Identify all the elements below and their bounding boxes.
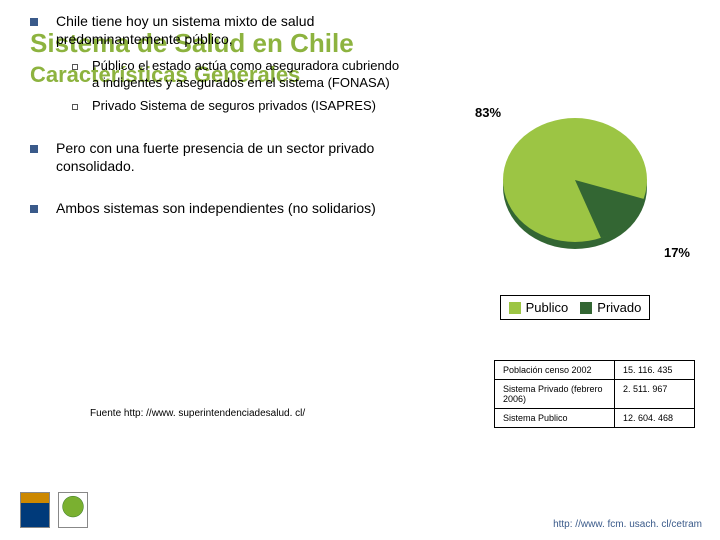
bullet-item: Chile tiene hoy un sistema mixto de salu… — [30, 12, 400, 48]
footer-logos — [20, 492, 88, 528]
table-cell: 12. 604. 468 — [615, 409, 695, 428]
bullet-item: Ambos sistemas son independientes (no so… — [30, 199, 400, 217]
table-row: Sistema Privado (febrero 2006) 2. 511. 9… — [495, 380, 695, 409]
sub-item: Público el estado actúa como aseguradora… — [72, 58, 400, 92]
source-text: Fuente http: //www. superintendenciadesa… — [90, 408, 305, 419]
sub-bullet-icon — [72, 64, 78, 70]
table-cell: Sistema Privado (febrero 2006) — [495, 380, 615, 409]
legend-item-publico: Publico — [509, 300, 569, 315]
legend-label: Publico — [526, 300, 569, 315]
bullet-text: Ambos sistemas son independientes (no so… — [56, 199, 376, 217]
table-cell: Sistema Publico — [495, 409, 615, 428]
bullet-icon — [30, 205, 38, 213]
sub-list: Público el estado actúa como aseguradora… — [72, 58, 400, 115]
bullet-item: Pero con una fuerte presencia de un sect… — [30, 139, 400, 175]
bullet-text: Chile tiene hoy un sistema mixto de salu… — [56, 12, 400, 48]
sub-bullet-icon — [72, 104, 78, 110]
table-row: Sistema Publico 12. 604. 468 — [495, 409, 695, 428]
bullet-icon — [30, 18, 38, 26]
pie-chart: 83% 17% Publico Privado — [460, 95, 690, 320]
table-row: Población censo 2002 15. 116. 435 — [495, 361, 695, 380]
sub-item: Privado Sistema de seguros privados (ISA… — [72, 98, 400, 115]
footer-url: http: //www. fcm. usach. cl/cetram — [553, 519, 702, 530]
table-cell: 15. 116. 435 — [615, 361, 695, 380]
sub-text: Privado Sistema de seguros privados (ISA… — [92, 98, 376, 115]
table-cell: Población censo 2002 — [495, 361, 615, 380]
bullet-text: Pero con una fuerte presencia de un sect… — [56, 139, 400, 175]
legend-swatch — [580, 302, 592, 314]
legend-swatch — [509, 302, 521, 314]
legend-label: Privado — [597, 300, 641, 315]
bullet-icon — [30, 145, 38, 153]
logo-2 — [58, 492, 88, 528]
content-column: Chile tiene hoy un sistema mixto de salu… — [30, 12, 400, 228]
sub-text: Público el estado actúa como aseguradora… — [92, 58, 400, 92]
pie-svg — [485, 95, 665, 265]
table-cell: 2. 511. 967 — [615, 380, 695, 409]
chart-legend: Publico Privado — [500, 295, 651, 320]
pie-label-17: 17% — [664, 245, 690, 260]
pie-wrap: 83% 17% — [485, 95, 665, 265]
logo-1 — [20, 492, 50, 528]
legend-item-privado: Privado — [580, 300, 641, 315]
pie-label-83: 83% — [475, 105, 501, 120]
data-table: Población censo 2002 15. 116. 435 Sistem… — [494, 360, 695, 428]
